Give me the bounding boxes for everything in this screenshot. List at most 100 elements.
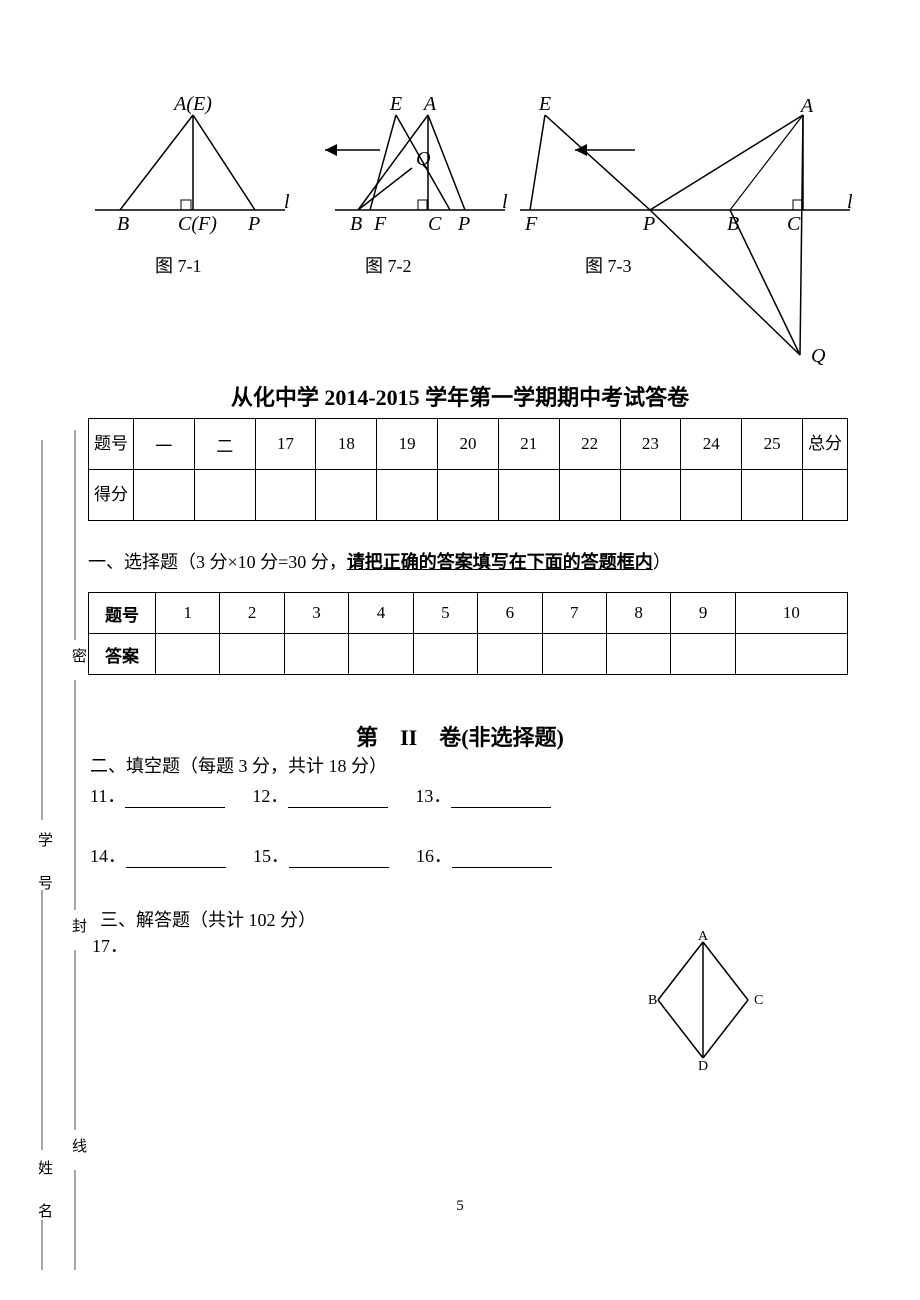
figure-7-1: A(E) B C(F) P l bbox=[85, 90, 295, 270]
score-cell bbox=[559, 470, 620, 521]
score-table: 题号 一 二 17 18 19 20 21 22 23 24 25 总分 得分 bbox=[88, 418, 848, 521]
score-col: 23 bbox=[620, 419, 681, 470]
answer-col: 6 bbox=[478, 593, 542, 634]
section-1-prefix: 一、选择题（3 分×10 分=30 分， bbox=[88, 552, 347, 572]
fill-blank bbox=[288, 789, 388, 808]
score-col: 19 bbox=[377, 419, 438, 470]
figure-7-1-point-B: B bbox=[117, 213, 129, 235]
figure-7-2-point-B: B bbox=[350, 213, 362, 235]
binding-seal-label: 密 bbox=[68, 648, 89, 663]
score-table-value-row: 得分 bbox=[89, 470, 848, 521]
score-cell bbox=[194, 470, 255, 521]
score-col: 20 bbox=[438, 419, 499, 470]
figures-row: A(E) B C(F) P l 图 7-1 E A Q B F C P l 图 … bbox=[95, 90, 865, 370]
binding-field-label: 学 号 bbox=[34, 832, 55, 896]
fill-blank bbox=[451, 789, 551, 808]
figure-7-1-point-P: P bbox=[247, 213, 260, 235]
section-1-underline: 请把正确的答案填写在下面的答题框内 bbox=[347, 552, 653, 572]
fill-blanks-row-1: 11． 12． 13． bbox=[90, 782, 551, 808]
figure-7-3-line-l: l bbox=[847, 191, 853, 213]
answer-cell bbox=[671, 634, 735, 675]
rhombus-figure: A B C D bbox=[638, 930, 778, 1070]
score-cell bbox=[255, 470, 316, 521]
answer-cell bbox=[284, 634, 348, 675]
answer-table: 题号 1 2 3 4 5 6 7 8 9 10 答案 bbox=[88, 592, 848, 675]
answer-col: 8 bbox=[606, 593, 670, 634]
score-cell bbox=[742, 470, 803, 521]
figure-7-3-point-A: A bbox=[799, 95, 814, 117]
part-2-title: 第 II 卷(非选择题) bbox=[0, 720, 920, 752]
score-cell bbox=[377, 470, 438, 521]
score-cell bbox=[803, 470, 848, 521]
figure-7-2: E A Q B F C P l bbox=[310, 90, 510, 270]
score-col: 25 bbox=[742, 419, 803, 470]
figure-7-2-label: 图 7-2 bbox=[365, 252, 412, 278]
answer-row-label: 题号 bbox=[89, 593, 156, 634]
score-cell bbox=[681, 470, 742, 521]
fill-label-12: 12． bbox=[252, 786, 288, 806]
score-col: 18 bbox=[316, 419, 377, 470]
score-col: 总分 bbox=[803, 419, 848, 470]
score-cell bbox=[620, 470, 681, 521]
rhombus-point-C: C bbox=[754, 993, 763, 1008]
answer-cell bbox=[349, 634, 413, 675]
binding-seal-label: 线 bbox=[68, 1138, 89, 1153]
score-cell bbox=[316, 470, 377, 521]
answer-col: 3 bbox=[284, 593, 348, 634]
fill-label-14: 14． bbox=[90, 846, 126, 866]
page-number: 5 bbox=[0, 1198, 920, 1215]
section-2-title: 二、填空题（每题 3 分，共计 18 分） bbox=[90, 752, 387, 778]
fill-blank bbox=[126, 849, 226, 868]
score-col: 22 bbox=[559, 419, 620, 470]
figure-7-3-point-F: F bbox=[524, 213, 538, 235]
figure-7-3: E A F P B C Q l bbox=[505, 90, 865, 380]
figure-7-1-label: 图 7-1 bbox=[155, 252, 202, 278]
answer-col: 9 bbox=[671, 593, 735, 634]
answer-cell bbox=[413, 634, 477, 675]
answer-col: 2 bbox=[220, 593, 284, 634]
fill-label-11: 11． bbox=[90, 786, 125, 806]
score-table-header-row: 题号 一 二 17 18 19 20 21 22 23 24 25 总分 bbox=[89, 419, 848, 470]
binding-field-label: 姓 名 bbox=[34, 1160, 55, 1224]
figure-7-3-point-B: B bbox=[727, 213, 739, 235]
answer-row-label: 答案 bbox=[89, 634, 156, 675]
fill-label-13: 13． bbox=[415, 786, 451, 806]
figure-7-3-point-Q: Q bbox=[811, 345, 826, 367]
figure-7-3-point-C: C bbox=[787, 213, 801, 235]
answer-col: 7 bbox=[542, 593, 606, 634]
figure-7-2-point-E: E bbox=[389, 93, 402, 115]
answer-col: 1 bbox=[156, 593, 220, 634]
figure-7-3-label: 图 7-3 bbox=[585, 252, 632, 278]
figure-7-2-point-P: P bbox=[457, 213, 470, 235]
score-col: 17 bbox=[255, 419, 316, 470]
fill-label-16: 16． bbox=[416, 846, 452, 866]
answer-cell bbox=[478, 634, 542, 675]
binding-column: 密 封 线 学 号 姓 名 bbox=[30, 420, 90, 1270]
rhombus-point-D: D bbox=[698, 1059, 708, 1070]
section-3-title: 三、解答题（共计 102 分） bbox=[100, 906, 316, 932]
answer-col: 10 bbox=[735, 593, 847, 634]
binding-seal-label: 封 bbox=[68, 918, 89, 933]
answer-cell bbox=[542, 634, 606, 675]
answer-cell bbox=[156, 634, 220, 675]
figure-7-2-point-Q: Q bbox=[416, 148, 431, 170]
figure-7-2-point-F: F bbox=[373, 213, 387, 235]
fill-blank bbox=[452, 849, 552, 868]
figure-7-3-point-E: E bbox=[538, 93, 551, 115]
answer-cell bbox=[220, 634, 284, 675]
question-17-label: 17． bbox=[92, 932, 128, 958]
score-cell bbox=[438, 470, 499, 521]
fill-blank bbox=[125, 789, 225, 808]
fill-blank bbox=[289, 849, 389, 868]
score-col: 24 bbox=[681, 419, 742, 470]
score-col: 21 bbox=[498, 419, 559, 470]
score-col: 一 bbox=[134, 419, 195, 470]
answer-table-header-row: 题号 1 2 3 4 5 6 7 8 9 10 bbox=[89, 593, 848, 634]
figure-7-3-point-P: P bbox=[642, 213, 655, 235]
figure-7-1-point-A: A(E) bbox=[172, 93, 212, 115]
score-cell bbox=[134, 470, 195, 521]
rhombus-point-B: B bbox=[648, 993, 657, 1008]
rhombus-point-A: A bbox=[698, 930, 709, 944]
fill-blanks-row-2: 14． 15． 16． bbox=[90, 842, 552, 868]
page-title: 从化中学 2014-2015 学年第一学期期中考试答卷 bbox=[0, 380, 920, 412]
